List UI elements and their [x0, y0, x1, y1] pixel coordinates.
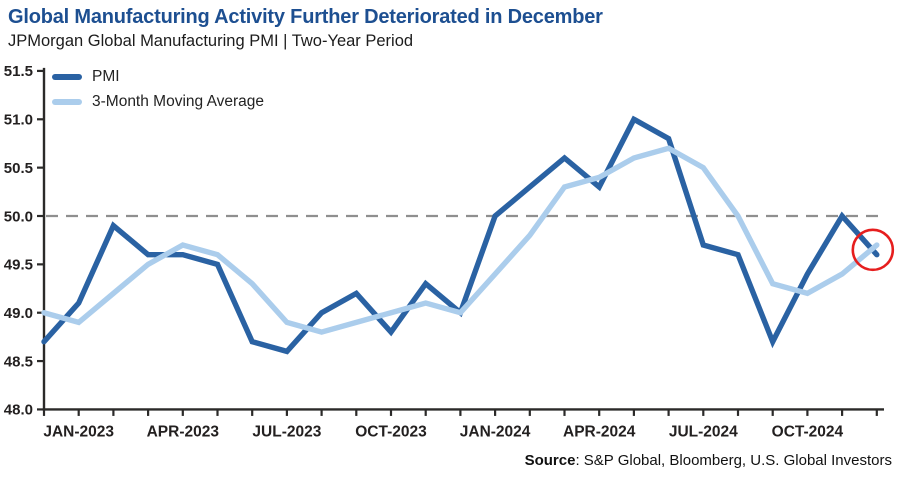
- highlight-circle: [851, 228, 895, 272]
- source-text: : S&P Global, Bloomberg, U.S. Global Inv…: [575, 452, 892, 469]
- legend-label-pmi: PMI: [92, 67, 120, 85]
- y-tick-label: 51.5: [4, 63, 33, 80]
- legend-label-moving-average: 3-Month Moving Average: [92, 92, 265, 110]
- chart-header: Global Manufacturing Activity Further De…: [8, 5, 888, 52]
- legend-item-moving-average: 3-Month Moving Average: [52, 89, 264, 114]
- moving-average-swatch: [52, 98, 82, 105]
- x-tick-label: JAN-2024: [460, 423, 531, 440]
- pmi-line-swatch: [52, 73, 82, 80]
- x-tick-label: JAN-2023: [43, 423, 114, 440]
- page-title: Global Manufacturing Activity Further De…: [8, 6, 603, 28]
- source-label: Source: [524, 452, 576, 469]
- source-note: Source: S&P Global, Bloomberg, U.S. Glob…: [525, 452, 892, 469]
- y-tick-label: 49.5: [4, 257, 33, 274]
- moving-average-line: [41, 145, 880, 335]
- y-tick-label: 50.5: [4, 160, 33, 177]
- x-tick-label: JUL-2024: [669, 423, 738, 440]
- x-tick-label: APR-2024: [563, 423, 636, 440]
- y-tick-label: 49.0: [4, 305, 33, 322]
- y-tick-label: 51.0: [4, 112, 33, 129]
- x-tick-label: OCT-2024: [772, 423, 844, 440]
- y-tick-label: 50.0: [4, 208, 33, 225]
- x-tick-label: JUL-2023: [252, 423, 321, 440]
- pmi-line: [41, 115, 880, 355]
- x-tick-label: APR-2023: [147, 423, 220, 440]
- x-tick-label: OCT-2023: [355, 423, 427, 440]
- chart-subtitle: JPMorgan Global Manufacturing PMI | Two-…: [8, 32, 414, 50]
- legend-item-pmi: PMI: [52, 64, 264, 89]
- y-tick-label: 48.0: [4, 402, 33, 419]
- chart-legend: PMI 3-Month Moving Average: [52, 64, 264, 114]
- y-tick-label: 48.5: [4, 353, 33, 370]
